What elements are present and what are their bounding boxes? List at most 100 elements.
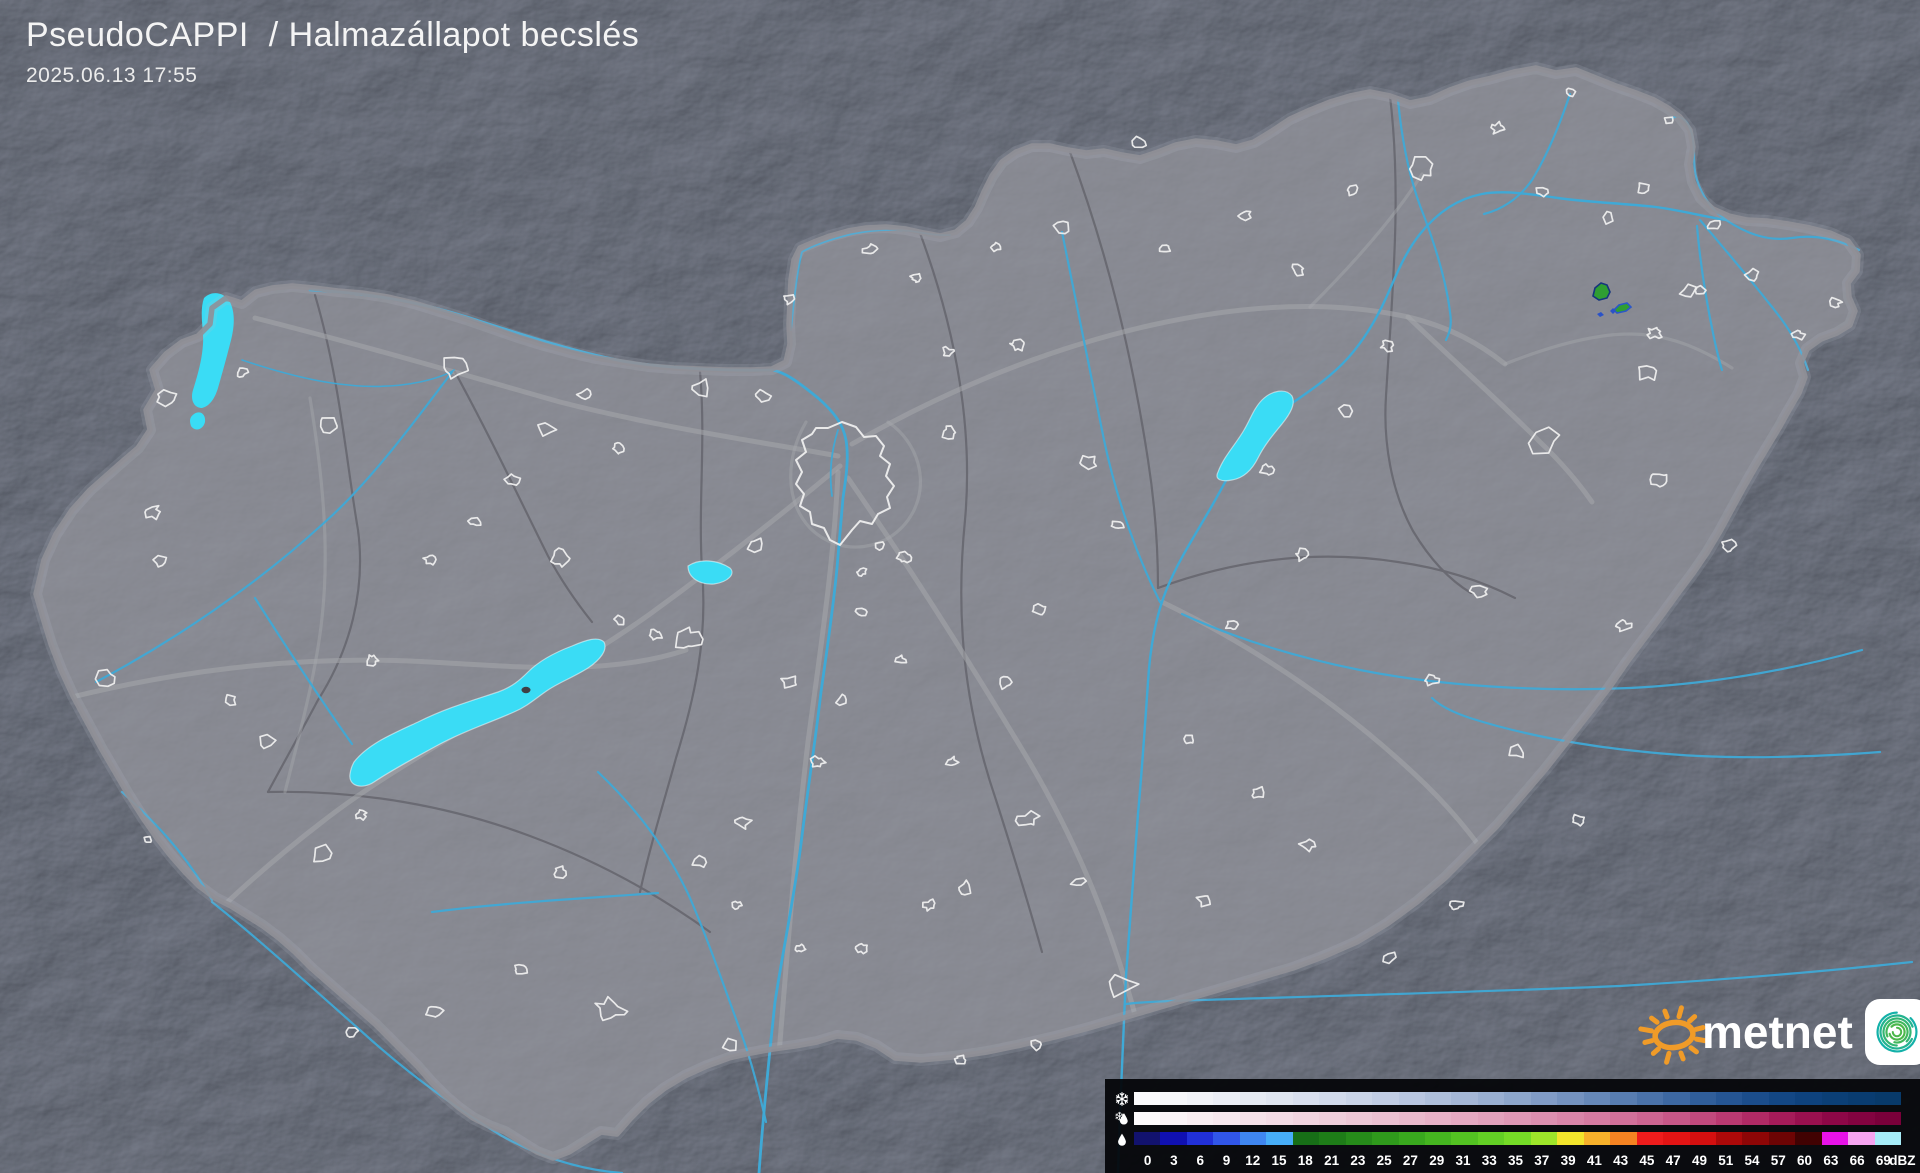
settlement-outline [1251, 785, 1265, 799]
settlement-outlines-layer [94, 87, 1844, 1065]
settlement-outline [794, 943, 807, 953]
settlement-outline [1183, 734, 1195, 745]
dbz-tick: 23 [1350, 1153, 1366, 1168]
dbz-tick: 27 [1402, 1153, 1418, 1168]
dbz-tick: 60 [1797, 1153, 1813, 1168]
settlement-outline [1337, 404, 1354, 418]
settlement-outline [1468, 584, 1489, 599]
settlement-outline [1448, 900, 1465, 911]
settlement-outline [1706, 219, 1722, 230]
settlement-outline [424, 1005, 445, 1018]
settlement-outline [466, 516, 482, 527]
dbz-unit-label: dBZ [1889, 1153, 1916, 1168]
settlement-outline [1131, 135, 1148, 149]
settlement-outline [1527, 426, 1561, 455]
settlement-outline [691, 378, 709, 398]
dbz-tick: 21 [1324, 1153, 1340, 1168]
settlement-outline [1572, 813, 1586, 827]
settlement-outline [733, 816, 753, 831]
settlement-outline [1224, 620, 1240, 631]
settlement-outline [224, 693, 237, 707]
lake-balaton [349, 638, 606, 787]
budapest-outline [795, 421, 895, 546]
dbz-tick: 51 [1718, 1153, 1734, 1168]
settlement-outline [854, 607, 868, 617]
rain-colorbar [1134, 1132, 1902, 1145]
radar-echoes-layer [1592, 282, 1633, 317]
settlement-outline [1743, 267, 1760, 282]
dbz-tick: 9 [1222, 1153, 1231, 1168]
settlement-outline [1565, 87, 1577, 98]
settlement-outline [537, 422, 558, 437]
settlement-outline [1614, 618, 1633, 633]
settlement-outline [746, 537, 763, 554]
settlement-outline [989, 241, 1002, 253]
settlement-outline [855, 567, 868, 578]
settlement-outline [319, 417, 338, 435]
raindrop-icon [1110, 1131, 1134, 1147]
settlement-outline [1424, 673, 1441, 687]
settlement-outline [1678, 283, 1698, 298]
page-title: PseudoCAPPI / Halmazállapot becslés [26, 16, 640, 54]
settlement-outline [780, 675, 797, 689]
dbz-tick: 47 [1665, 1153, 1681, 1168]
settlement-outline [953, 1054, 967, 1065]
settlement-outline [854, 942, 868, 955]
dbz-tick-labels: 0 3 6 9 12 15 18 21 23 25 27 29 31 33 35 37 39 41 43 45 47 49… [1139, 1152, 1916, 1170]
settlement-outline [1052, 220, 1070, 235]
precipitation-echo [1610, 308, 1616, 314]
settlement-outline [895, 550, 913, 564]
settlement-outline [721, 1037, 737, 1052]
settlement-outline [861, 243, 879, 255]
settlement-outline [1009, 338, 1025, 352]
settlement-outline [1649, 473, 1668, 488]
county-borders-layer [266, 94, 1517, 954]
settlement-outline [594, 995, 629, 1022]
settlement-outline [152, 554, 168, 568]
settlement-outline [1158, 244, 1172, 253]
dbz-tick: 6 [1196, 1153, 1204, 1168]
settlement-outline [1195, 895, 1212, 908]
settlement-outline [1297, 838, 1317, 853]
lake-velence [687, 560, 733, 585]
dbz-tick: 41 [1586, 1153, 1602, 1168]
dbz-tick: 57 [1770, 1153, 1786, 1168]
settlement-outline [575, 387, 592, 401]
lake-tisza [1216, 390, 1294, 482]
dbz-tick: 33 [1481, 1153, 1497, 1168]
settlement-outline [422, 554, 437, 566]
lakes-layer [190, 293, 1294, 787]
dbz-tick: 15 [1271, 1153, 1287, 1168]
settlement-outline [1014, 809, 1041, 827]
metnet-logo[interactable]: metnet [1634, 990, 1920, 1074]
settlement-outline [1535, 186, 1550, 198]
dbz-tick: 25 [1376, 1153, 1392, 1168]
settlement-outline [143, 835, 153, 844]
settlement-outline [94, 668, 116, 688]
settlement-outline [1637, 182, 1650, 195]
highways-layer [57, 172, 1734, 1158]
tihany-peninsula [521, 686, 531, 694]
settlement-outline [674, 626, 704, 649]
settlement-outline [648, 628, 664, 641]
metnet-app-icon [1864, 999, 1920, 1065]
settlement-outline [503, 473, 522, 487]
settlement-outline [1346, 184, 1359, 197]
settlement-outline [834, 693, 847, 707]
dbz-tick: 12 [1245, 1153, 1261, 1168]
settlement-outline [1638, 365, 1658, 382]
settlement-outline [1069, 877, 1088, 887]
swirl-icon [1876, 1011, 1918, 1053]
settlement-outline [1079, 454, 1098, 471]
settlement-outline [1030, 1039, 1043, 1052]
settlement-outline [514, 963, 529, 975]
settlement-outline [999, 675, 1013, 691]
settlement-outline [313, 843, 333, 863]
dbz-tick: 66 [1849, 1153, 1865, 1168]
sun-icon [1638, 1005, 1710, 1065]
snow-colorbar [1134, 1092, 1902, 1105]
settlement-outline [613, 614, 625, 626]
settlement-outline [1237, 210, 1252, 222]
dbz-tick: 54 [1744, 1153, 1760, 1168]
settlement-outline [1031, 602, 1047, 616]
